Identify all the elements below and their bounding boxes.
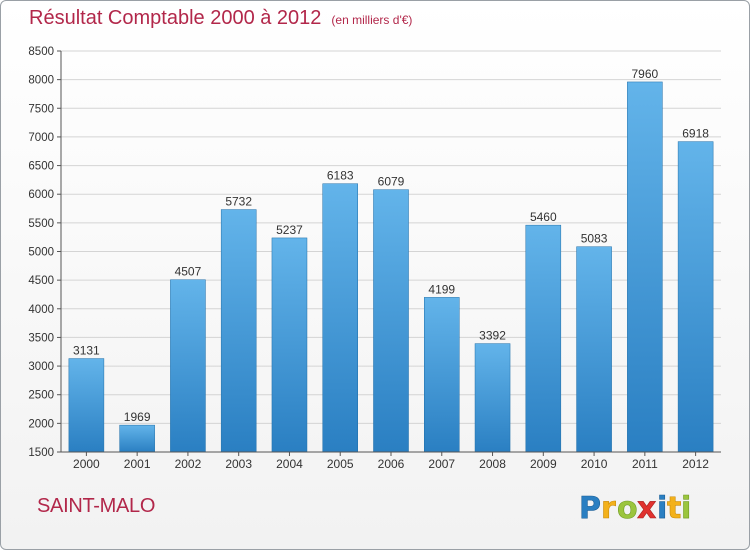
x-tick-label: 2005 [327, 457, 354, 471]
bar-2005 [322, 183, 358, 453]
y-tick-label: 8500 [28, 46, 54, 58]
y-tick-label: 7000 [28, 132, 54, 144]
x-tick-label: 2010 [581, 457, 608, 471]
x-tick-label: 2004 [276, 457, 303, 471]
y-tick-label: 2000 [28, 418, 54, 430]
y-tick-label: 4000 [28, 304, 54, 316]
x-tick-label: 2002 [175, 457, 202, 471]
bar-2001 [119, 424, 155, 453]
data-label: 6918 [682, 127, 709, 141]
bar-2006 [373, 189, 409, 453]
chart-title: Résultat Comptable 2000 à 2012 (en millie… [29, 7, 412, 30]
data-labels: 3131 1969 4507 5732 5237 6183 6079 4199 3392 5460… [73, 67, 709, 424]
x-tick-label: 2009 [530, 457, 557, 471]
y-tick-label: 6000 [28, 189, 54, 201]
bar-2011 [627, 81, 663, 453]
y-tick-label: 3500 [28, 332, 54, 344]
y-tick-label: 5000 [28, 247, 54, 259]
bar-2000 [68, 358, 105, 453]
proxiti-logo: P r o x i t i [579, 491, 692, 527]
data-label: 4199 [428, 282, 455, 296]
bar-2009 [525, 224, 562, 453]
x-tick-label: 2012 [682, 457, 709, 471]
data-label: 7960 [631, 67, 658, 81]
logo-letter-r: r [601, 491, 616, 526]
y-tick-label: 8000 [28, 75, 54, 87]
logo-letter-i: i [657, 491, 667, 526]
chart-subtitle: (en milliers d'€) [331, 13, 413, 27]
bar-2004 [271, 237, 308, 453]
data-label: 5083 [581, 232, 608, 246]
x-tick-label: 2000 [73, 457, 100, 471]
data-label: 6183 [327, 169, 354, 183]
bar-2008 [474, 343, 511, 453]
bar-2010 [576, 246, 612, 453]
chart-title-text: Résultat Comptable 2000 à 2012 [29, 7, 322, 29]
y-tick-label: 4500 [28, 275, 54, 287]
data-label: 5732 [225, 195, 252, 209]
y-tick-label: 5500 [28, 218, 54, 230]
data-label: 3131 [73, 344, 100, 358]
data-label: 5460 [530, 210, 557, 224]
city-name: SAINT-MALO [37, 495, 156, 517]
data-label: 1969 [124, 410, 151, 424]
logo-letter-i2: i [681, 491, 691, 526]
y-tick-label: 7500 [28, 103, 54, 115]
y-tick-label: 1500 [28, 447, 54, 459]
x-tick-label: 2006 [378, 457, 405, 471]
x-tick-label: 2011 [632, 457, 658, 471]
y-tick-label: 3000 [28, 361, 54, 373]
axes: 1500 2000 2500 3000 3500 4000 4500 5000 5500 6000… [28, 46, 721, 471]
bar-2007 [424, 297, 460, 453]
data-label: 4507 [175, 265, 202, 279]
x-tick-label: 2003 [225, 457, 252, 471]
data-label: 6079 [378, 175, 405, 189]
x-tick-label: 2001 [124, 457, 151, 471]
y-tick-label: 2500 [28, 390, 54, 402]
bars [68, 81, 714, 453]
logo-letter-o: o [617, 491, 638, 526]
bar-2003 [220, 209, 257, 453]
data-label: 5237 [276, 223, 303, 237]
bar-2012 [677, 141, 714, 453]
x-tick-label: 2007 [428, 457, 455, 471]
x-tick-label: 2008 [479, 457, 506, 471]
bar-2002 [170, 279, 206, 453]
logo-letter-x: x [637, 491, 656, 526]
data-label: 3392 [479, 329, 506, 343]
y-tick-label: 6500 [28, 161, 54, 173]
logo-letter-p: P [579, 491, 601, 526]
logo-letter-t: t [667, 491, 681, 526]
